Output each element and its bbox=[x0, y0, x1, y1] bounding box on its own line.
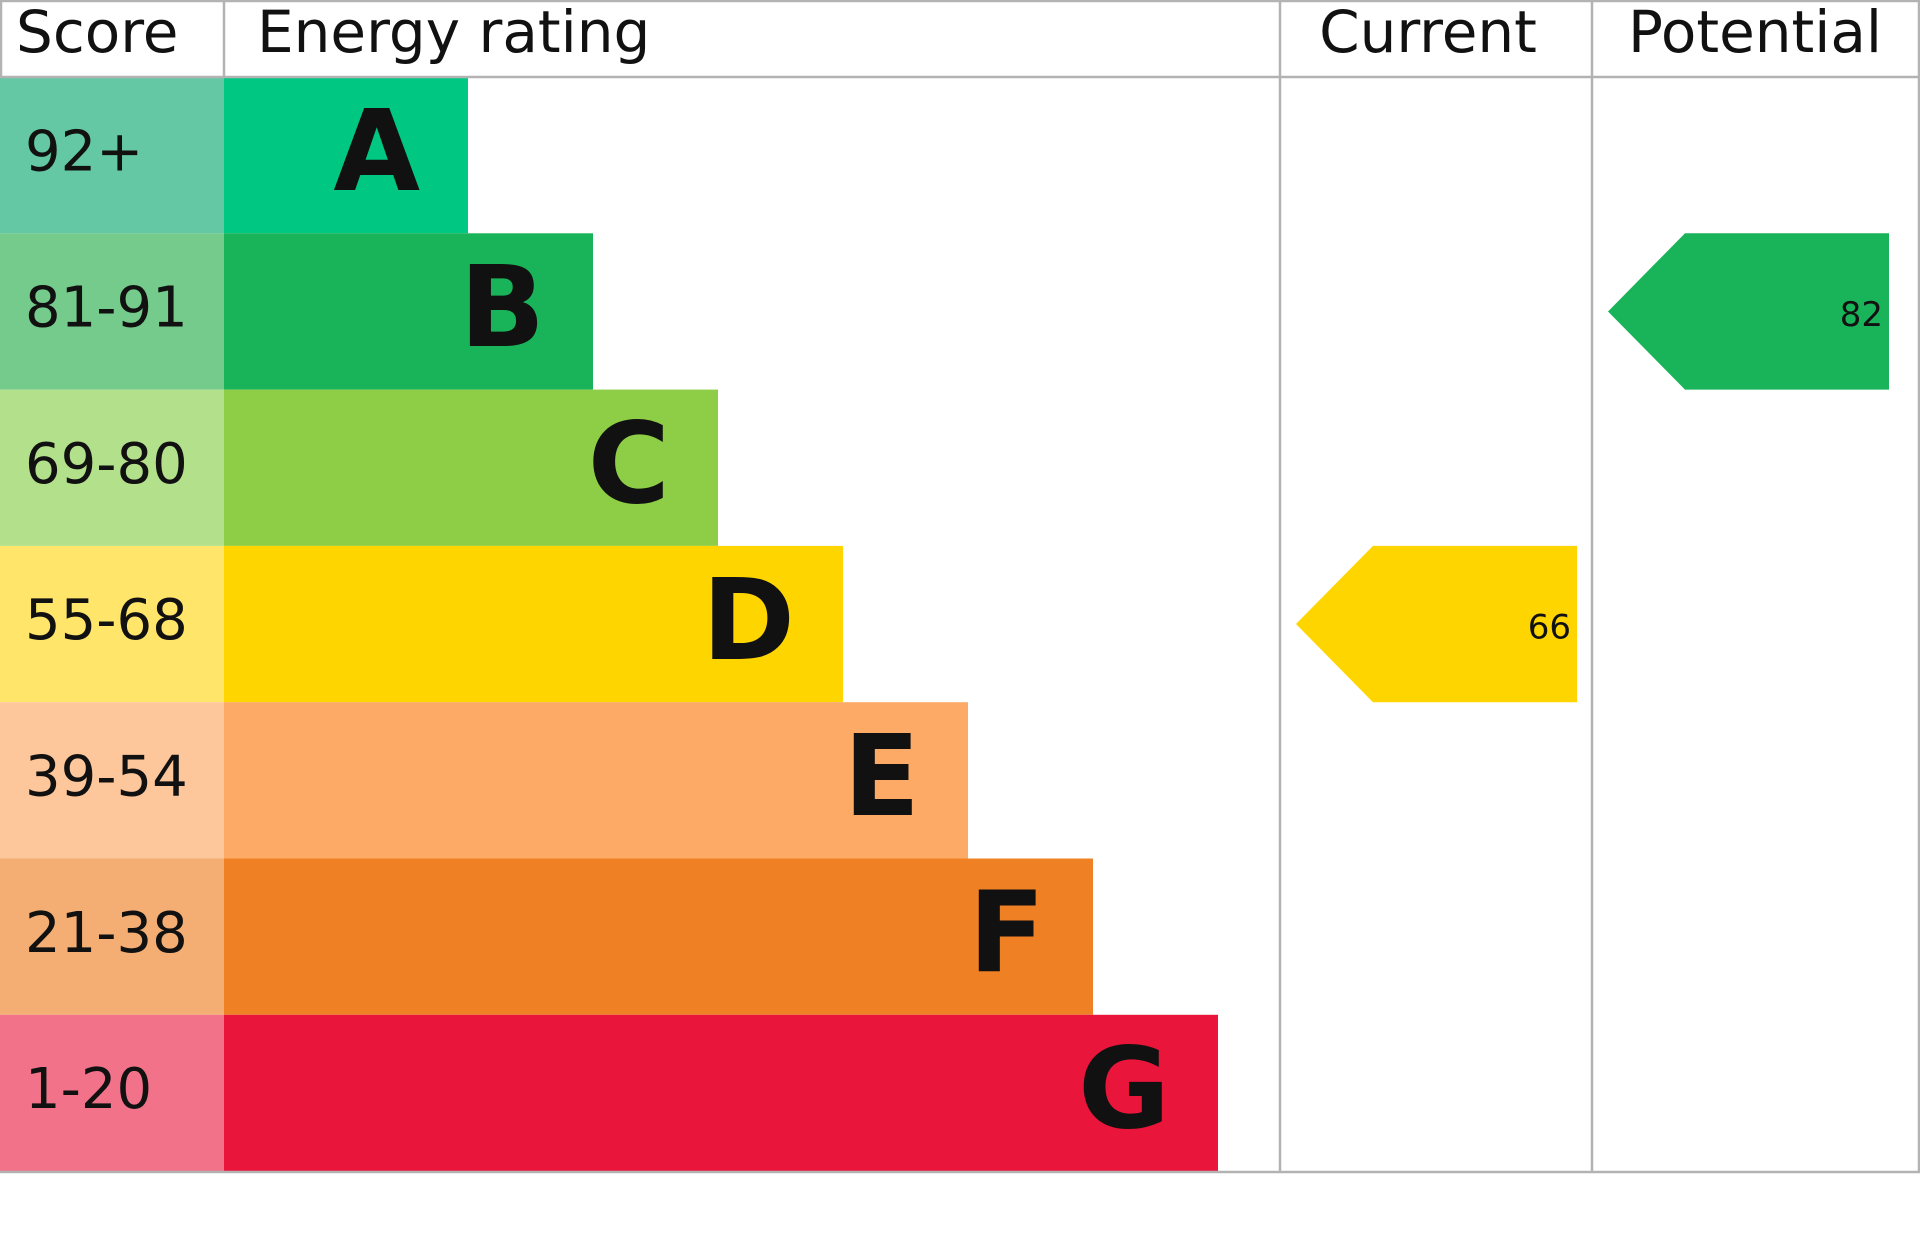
rating-bar bbox=[224, 77, 468, 234]
current-value: 66 bbox=[1528, 608, 1571, 648]
score-cell bbox=[0, 233, 224, 390]
rating-bar bbox=[224, 858, 1093, 1015]
score-cell bbox=[0, 702, 224, 859]
score-cell bbox=[0, 545, 224, 703]
cells bbox=[0, 77, 1218, 1172]
score-label: 92+ bbox=[25, 119, 143, 184]
potential-arrow bbox=[1608, 233, 1889, 390]
score-label: 55-68 bbox=[25, 588, 188, 653]
rating-letter: D bbox=[702, 556, 795, 686]
score-cell bbox=[0, 77, 224, 234]
score-label: 21-38 bbox=[25, 901, 188, 966]
rating-letter: F bbox=[968, 868, 1045, 998]
score-label: 81-91 bbox=[25, 276, 188, 341]
rating-letter: A bbox=[333, 87, 420, 217]
score-cell bbox=[0, 389, 224, 546]
rating-letter: B bbox=[460, 243, 545, 373]
header-energy-rating: Energy rating bbox=[257, 0, 650, 66]
rating-bar bbox=[224, 702, 968, 859]
header-potential: Potential bbox=[1628, 0, 1882, 66]
header-current: Current bbox=[1319, 0, 1537, 66]
score-cell bbox=[0, 1014, 224, 1172]
potential-value: 82 bbox=[1840, 295, 1883, 335]
score-cell bbox=[0, 858, 224, 1015]
rating-bar bbox=[224, 233, 593, 390]
score-label: 39-54 bbox=[25, 744, 188, 809]
rating-bar bbox=[224, 1014, 1218, 1172]
rating-bar bbox=[224, 545, 843, 703]
header-score: Score bbox=[16, 0, 178, 66]
current-arrow bbox=[1296, 545, 1577, 703]
rating-bar bbox=[224, 389, 718, 546]
rating-letter: G bbox=[1078, 1025, 1170, 1155]
score-label: 1-20 bbox=[25, 1057, 152, 1122]
rating-letter: E bbox=[843, 712, 920, 842]
rating-letter: C bbox=[588, 400, 670, 530]
score-label: 69-80 bbox=[25, 432, 188, 497]
